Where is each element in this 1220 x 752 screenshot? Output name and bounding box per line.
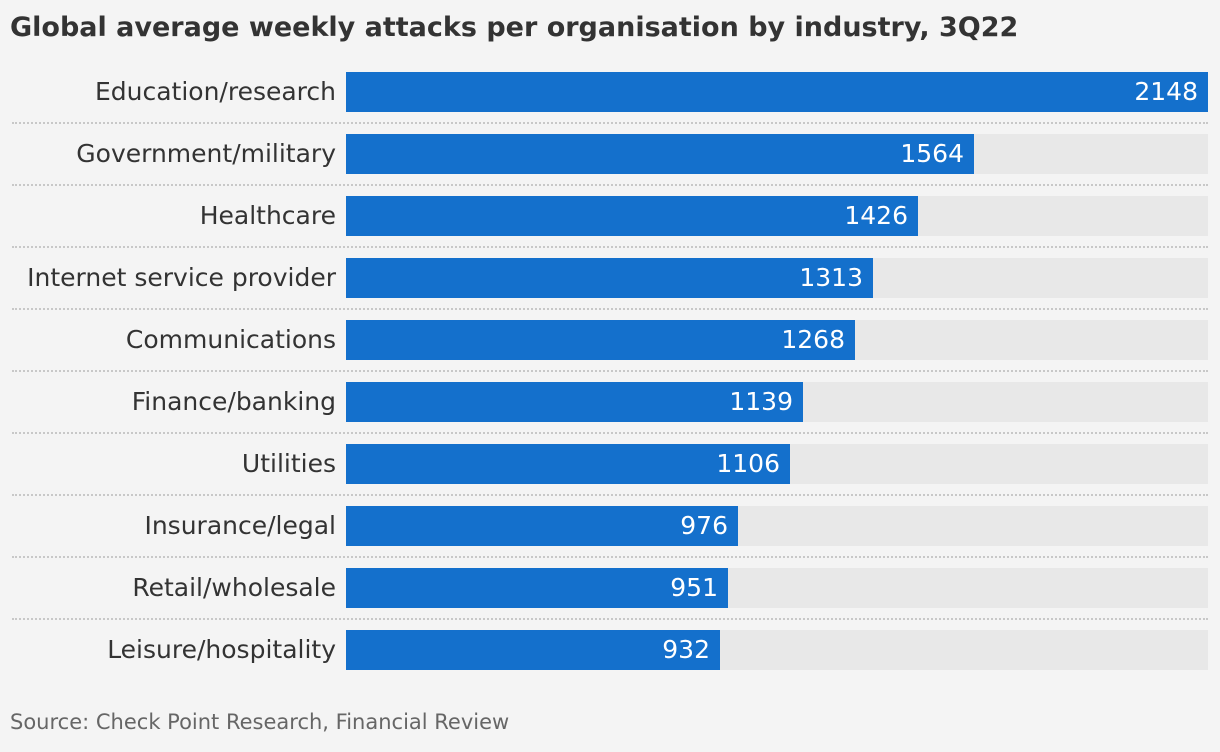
bar-row: Government/military 1564 (0, 134, 1220, 196)
value-label: 1139 (729, 387, 793, 416)
row-divider (12, 494, 1208, 496)
bar: 1426 (346, 196, 918, 236)
category-label: Communications (125, 325, 336, 354)
bar-row: Communications 1268 (0, 320, 1220, 382)
bar-track: 1268 (346, 320, 1208, 360)
value-label: 1426 (844, 201, 908, 230)
row-divider (12, 122, 1208, 124)
row-divider (12, 556, 1208, 558)
category-label: Utilities (241, 449, 336, 478)
value-label: 932 (662, 635, 710, 664)
bar-track: 1313 (346, 258, 1208, 298)
bar-track: 951 (346, 568, 1208, 608)
bar: 1313 (346, 258, 873, 298)
source-note: Source: Check Point Research, Financial … (10, 710, 510, 734)
bar: 2148 (346, 72, 1208, 112)
bar-row: Education/research 2148 (0, 72, 1220, 134)
bar-row: Finance/banking 1139 (0, 382, 1220, 444)
category-label: Finance/banking (131, 387, 336, 416)
category-label: Insurance/legal (144, 511, 336, 540)
category-label: Education/research (94, 77, 336, 106)
row-divider (12, 432, 1208, 434)
bar: 932 (346, 630, 720, 670)
value-label: 1268 (781, 325, 845, 354)
row-divider (12, 184, 1208, 186)
bar-track: 932 (346, 630, 1208, 670)
bar: 1268 (346, 320, 855, 360)
bar-track: 1139 (346, 382, 1208, 422)
category-label: Retail/wholesale (132, 573, 336, 602)
bar: 1106 (346, 444, 790, 484)
value-label: 1106 (716, 449, 780, 478)
row-divider (12, 308, 1208, 310)
category-label: Leisure/hospitality (107, 635, 336, 664)
bar-row: Insurance/legal 976 (0, 506, 1220, 568)
value-label: 2148 (1134, 77, 1198, 106)
value-label: 976 (680, 511, 728, 540)
bar: 1139 (346, 382, 803, 422)
value-label: 951 (670, 573, 718, 602)
value-label: 1313 (799, 263, 863, 292)
bar: 1564 (346, 134, 974, 174)
category-label: Internet service provider (27, 263, 336, 292)
bar-row: Retail/wholesale 951 (0, 568, 1220, 630)
bar-track: 1106 (346, 444, 1208, 484)
category-label: Government/military (76, 139, 336, 168)
bar-track: 976 (346, 506, 1208, 546)
row-divider (12, 246, 1208, 248)
bar-row: Healthcare 1426 (0, 196, 1220, 258)
bar-row: Utilities 1106 (0, 444, 1220, 506)
bar: 976 (346, 506, 738, 546)
row-divider (12, 618, 1208, 620)
bar-row: Internet service provider 1313 (0, 258, 1220, 320)
bar-track: 1564 (346, 134, 1208, 174)
bar-row: Leisure/hospitality 932 (0, 630, 1220, 692)
bar: 951 (346, 568, 728, 608)
chart-title: Global average weekly attacks per organi… (10, 12, 1019, 43)
value-label: 1564 (900, 139, 964, 168)
bar-track: 2148 (346, 72, 1208, 112)
row-divider (12, 370, 1208, 372)
bar-track: 1426 (346, 196, 1208, 236)
category-label: Healthcare (199, 201, 336, 230)
